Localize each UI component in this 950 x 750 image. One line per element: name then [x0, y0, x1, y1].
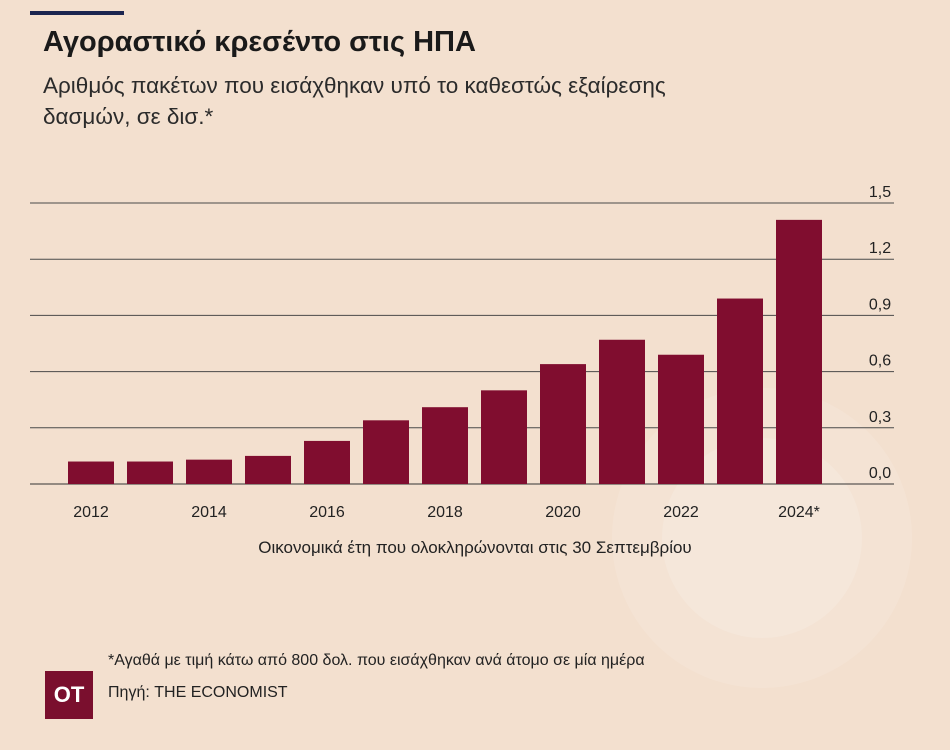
bar	[68, 461, 114, 484]
top-accent-rule	[30, 11, 124, 15]
y-tick-label: 0,9	[869, 296, 891, 313]
chart-title: Αγοραστικό κρεσέντο στις ΗΠΑ	[43, 26, 476, 58]
y-tick-label: 0,0	[869, 465, 891, 482]
bar	[481, 390, 527, 484]
bar-chart: 0,0 0,3 0,6 0,9 1,2 1,5 2012 2014 2016 2018 2020 20…	[30, 184, 894, 521]
x-tick-label: 2018	[427, 504, 463, 521]
bar	[127, 461, 173, 484]
y-tick-label: 1,2	[869, 240, 891, 257]
bar	[422, 407, 468, 484]
y-tick-label: 0,3	[869, 409, 891, 426]
bar	[717, 298, 763, 484]
chart-subtitle: Αριθμός πακέτων που εισάχθηκαν υπό το κα…	[43, 73, 666, 129]
bar	[599, 339, 645, 484]
x-axis-label: Οικονομικά έτη που ολοκληρώνονται στις 3…	[258, 538, 692, 557]
x-tick-label: 2024*	[778, 504, 820, 521]
x-tick-label: 2016	[309, 504, 345, 521]
y-tick-label: 0,6	[869, 353, 891, 370]
x-tick-label: 2012	[73, 504, 109, 521]
bar	[776, 219, 822, 485]
bar	[304, 440, 350, 484]
bar	[245, 455, 291, 484]
bar	[658, 354, 704, 484]
y-tick-label: 1,5	[869, 184, 891, 201]
x-tick-label: 2020	[545, 504, 581, 521]
ot-logo: OT	[45, 671, 93, 719]
x-tick-label: 2014	[191, 504, 227, 521]
bar	[186, 459, 232, 484]
x-tick-label: 2022	[663, 504, 699, 521]
footnote: *Αγαθά με τιμή κάτω από 800 δολ. που εισ…	[108, 652, 645, 669]
source-note: Πηγή: THE ECONOMIST	[108, 684, 288, 701]
bar	[540, 364, 586, 484]
bar	[363, 420, 409, 484]
